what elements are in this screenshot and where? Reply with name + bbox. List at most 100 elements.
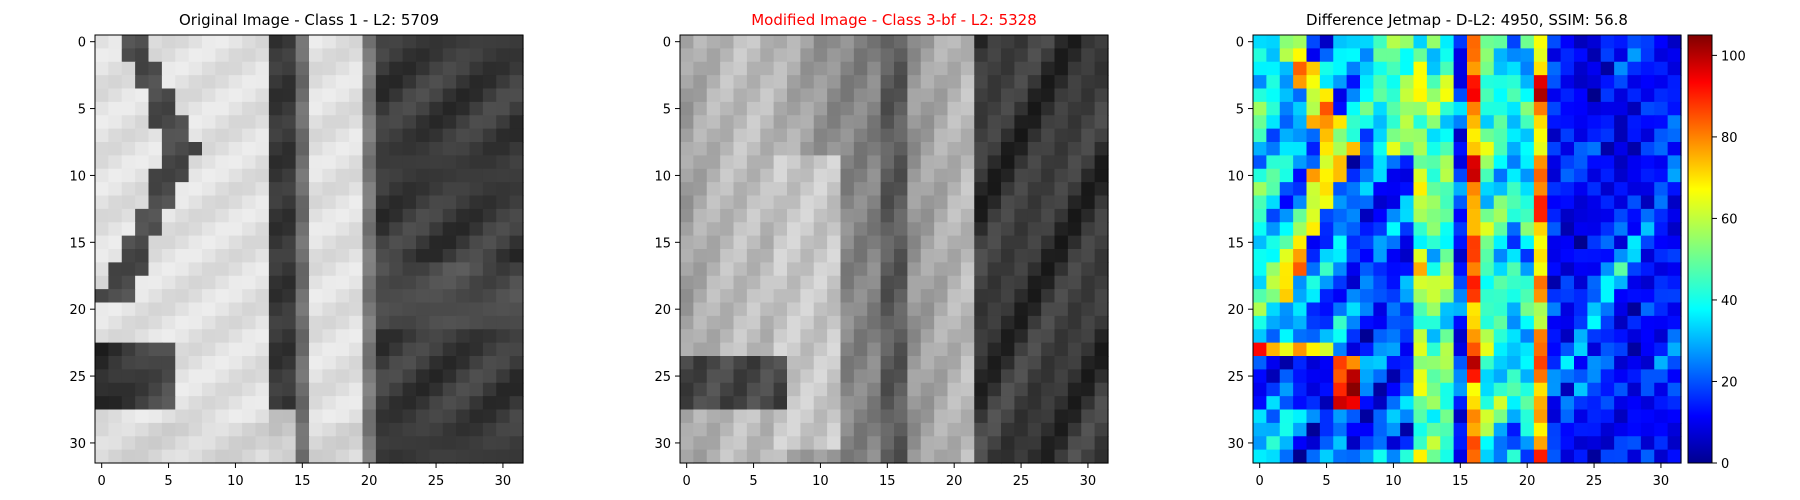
pixel bbox=[1480, 302, 1495, 317]
pixel bbox=[787, 289, 801, 304]
pixel bbox=[1453, 35, 1468, 49]
pixel bbox=[733, 356, 748, 370]
pixel bbox=[175, 235, 190, 250]
pixel bbox=[1426, 61, 1441, 76]
pixel bbox=[1054, 382, 1069, 397]
pixel bbox=[108, 275, 123, 290]
pixel bbox=[188, 396, 203, 411]
pixel bbox=[161, 75, 176, 90]
pixel bbox=[746, 342, 761, 357]
pixel bbox=[95, 35, 109, 49]
pixel bbox=[469, 35, 484, 49]
pixel bbox=[880, 208, 895, 223]
pixel bbox=[135, 35, 150, 49]
pixel bbox=[242, 409, 257, 424]
pixel bbox=[1614, 262, 1629, 277]
pixel bbox=[1413, 101, 1428, 116]
pixel bbox=[894, 155, 908, 170]
pixel bbox=[375, 115, 390, 130]
pixel bbox=[1654, 302, 1669, 317]
pixel bbox=[813, 61, 828, 76]
pixel bbox=[1587, 155, 1602, 170]
pixel bbox=[1560, 101, 1575, 116]
pixel bbox=[720, 396, 735, 411]
pixel bbox=[693, 88, 708, 103]
pixel bbox=[496, 35, 511, 49]
pixel bbox=[1054, 101, 1069, 116]
pixel bbox=[1279, 342, 1294, 357]
pixel bbox=[188, 182, 203, 197]
pixel bbox=[1640, 115, 1655, 130]
pixel bbox=[1587, 262, 1602, 277]
pixel bbox=[1587, 249, 1602, 263]
pixel bbox=[706, 356, 721, 370]
pixel bbox=[1266, 342, 1281, 357]
pixel bbox=[947, 275, 962, 290]
pixel bbox=[760, 235, 775, 250]
pixel bbox=[322, 101, 337, 116]
pixel bbox=[1413, 249, 1428, 263]
pixel bbox=[375, 75, 390, 90]
pixel bbox=[1640, 356, 1655, 370]
pixel bbox=[827, 88, 842, 103]
pixel bbox=[934, 101, 949, 116]
pixel bbox=[442, 35, 457, 49]
pixel bbox=[1587, 195, 1602, 210]
pixel bbox=[1587, 422, 1602, 437]
pixel bbox=[228, 142, 243, 156]
pixel bbox=[1081, 208, 1096, 223]
pixel bbox=[1054, 75, 1069, 90]
y-tick-label: 10 bbox=[69, 169, 86, 184]
x-tick-label: 25 bbox=[428, 474, 445, 489]
pixel bbox=[1654, 61, 1669, 76]
pixel bbox=[161, 356, 176, 370]
pixel bbox=[867, 262, 882, 277]
pixel bbox=[880, 382, 895, 397]
pixel bbox=[1440, 289, 1455, 304]
pixel bbox=[509, 329, 524, 344]
pixel bbox=[746, 195, 761, 210]
pixel bbox=[215, 342, 230, 357]
pixel bbox=[389, 155, 404, 170]
pixel bbox=[894, 409, 908, 424]
pixel bbox=[1360, 48, 1374, 63]
pixel bbox=[215, 48, 230, 63]
pixel bbox=[309, 289, 323, 304]
pixel bbox=[349, 222, 364, 237]
pixel bbox=[746, 302, 761, 317]
pixel bbox=[840, 182, 855, 197]
pixel bbox=[148, 356, 163, 370]
pixel bbox=[349, 262, 364, 277]
pixel bbox=[1520, 329, 1535, 344]
pixel bbox=[960, 262, 975, 277]
pixel bbox=[1067, 235, 1082, 250]
pixel bbox=[416, 195, 430, 210]
pixel bbox=[175, 289, 190, 304]
pixel bbox=[1293, 249, 1308, 263]
pixel bbox=[456, 182, 471, 197]
pixel bbox=[733, 329, 748, 344]
pixel bbox=[429, 75, 444, 90]
pixel bbox=[1001, 115, 1015, 130]
pixel bbox=[1493, 128, 1508, 143]
pixel bbox=[228, 382, 243, 397]
pixel bbox=[175, 222, 190, 237]
pixel bbox=[1306, 195, 1321, 210]
pixel bbox=[867, 155, 882, 170]
pixel bbox=[1266, 115, 1281, 130]
pixel bbox=[867, 356, 882, 370]
pixel bbox=[1667, 382, 1682, 397]
pixel bbox=[974, 302, 989, 317]
pixel bbox=[934, 289, 949, 304]
pixel bbox=[720, 235, 735, 250]
pixel bbox=[1533, 436, 1548, 451]
pixel bbox=[375, 155, 390, 170]
pixel bbox=[800, 396, 815, 411]
pixel bbox=[1467, 182, 1481, 197]
pixel bbox=[1440, 369, 1455, 384]
pixel bbox=[1094, 222, 1109, 237]
pixel bbox=[1054, 195, 1069, 210]
pixel bbox=[1333, 35, 1348, 49]
pixel bbox=[295, 61, 310, 76]
